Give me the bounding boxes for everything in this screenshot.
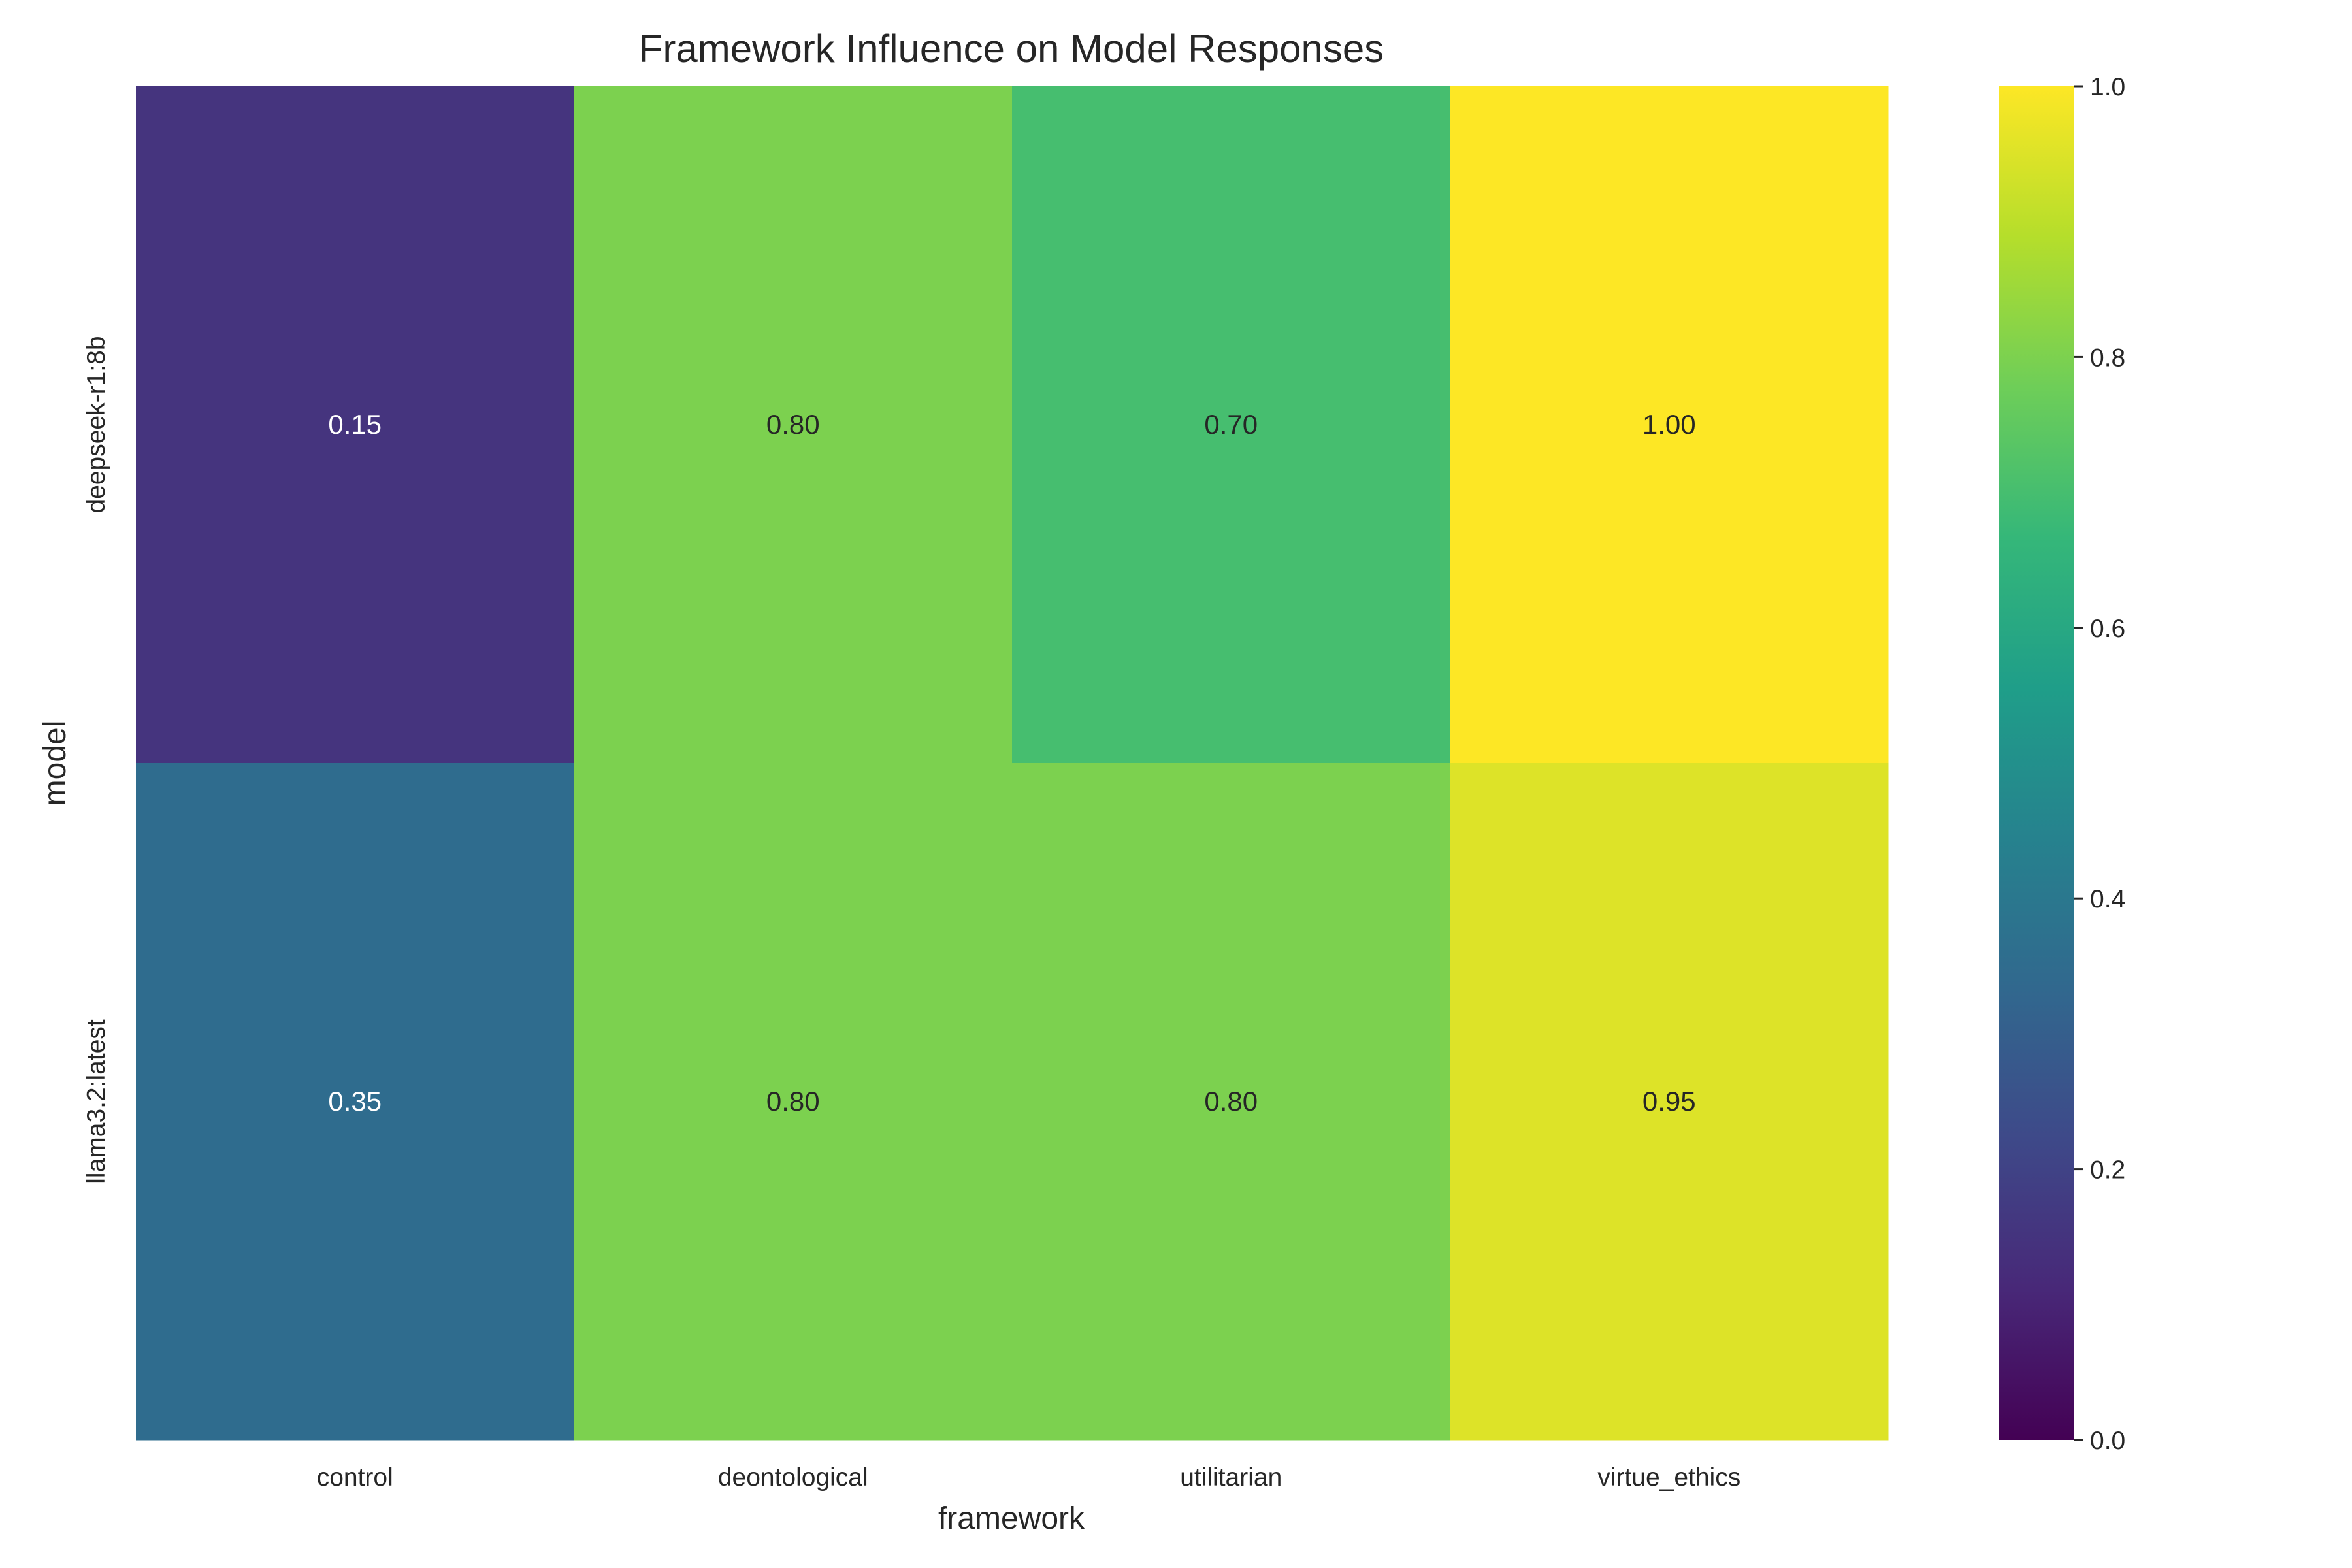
x-axis-ticks: control deontological utilitarian virtue_et… <box>317 1463 1741 1492</box>
heatmap-cells <box>136 86 1889 1441</box>
x-axis-label: framework <box>938 1501 1085 1536</box>
x-tick-label: deontological <box>718 1463 868 1492</box>
x-tick-label: utilitarian <box>1180 1463 1282 1492</box>
y-tick-label: llama3.2:latest <box>82 1019 110 1184</box>
heatmap-cell <box>1450 763 1889 1441</box>
y-axis-ticks: deepseek-r1:8b llama3.2:latest <box>82 336 110 1183</box>
colorbar-gradient <box>1999 86 2074 1440</box>
heatmap-cell-labels: 0.15 0.80 0.70 1.00 0.35 0.80 0.80 0.95 <box>328 409 1695 1117</box>
heatmap-cell <box>136 86 574 764</box>
heatmap-cell <box>574 763 1013 1441</box>
cell-value-label: 1.00 <box>1642 409 1696 440</box>
colorbar-tick-label: 0.6 <box>2090 615 2125 643</box>
cell-value-label: 0.35 <box>328 1086 382 1117</box>
colorbar-tick-label: 0.0 <box>2090 1427 2125 1455</box>
heatmap-cell <box>1450 86 1889 764</box>
x-tick-label: control <box>317 1463 393 1492</box>
cell-value-label: 0.95 <box>1642 1086 1696 1117</box>
colorbar: 0.0 0.2 0.4 0.6 0.8 1.0 <box>1999 73 2125 1455</box>
cell-value-label: 0.70 <box>1204 409 1258 440</box>
colorbar-ticks: 0.0 0.2 0.4 0.6 0.8 1.0 <box>2074 73 2125 1455</box>
y-axis-label: model <box>38 721 73 806</box>
heatmap-cell <box>1012 86 1450 764</box>
y-tick-label: deepseek-r1:8b <box>82 336 110 513</box>
x-tick-label: virtue_ethics <box>1597 1463 1740 1492</box>
cell-value-label: 0.80 <box>1204 1086 1258 1117</box>
colorbar-tick-label: 0.4 <box>2090 885 2125 913</box>
colorbar-tick-label: 0.8 <box>2090 344 2125 372</box>
colorbar-tick-label: 0.2 <box>2090 1156 2125 1184</box>
cell-value-label: 0.80 <box>766 1086 820 1117</box>
cell-value-label: 0.15 <box>328 409 382 440</box>
cell-value-label: 0.80 <box>766 409 820 440</box>
heatmap-cell <box>1012 763 1450 1441</box>
colorbar-tick-label: 1.0 <box>2090 73 2125 101</box>
heatmap-cell <box>574 86 1013 764</box>
chart-title: Framework Influence on Model Responses <box>639 27 1384 71</box>
heatmap-cell <box>136 763 574 1441</box>
